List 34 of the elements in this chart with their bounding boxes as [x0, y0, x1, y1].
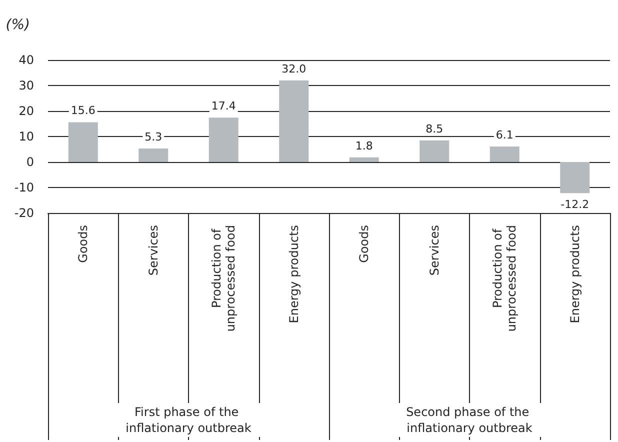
bar: [68, 122, 98, 162]
x-tick-label: Energy products: [568, 225, 582, 324]
x-tick-label: Goods: [357, 225, 372, 263]
text: Second phase of the inflationary outbreak: [406, 405, 533, 435]
y-tick-label: 0: [26, 155, 34, 169]
data-label: 8.5: [426, 122, 444, 136]
y-tick-label: 40: [18, 53, 34, 67]
data-label: 5.3: [144, 130, 162, 144]
x-tick-label: Production of unprocessed food: [210, 225, 238, 332]
y-tick-label: 30: [18, 78, 34, 92]
x-tick-label: Energy products: [286, 225, 301, 324]
data-label: -12.2: [560, 198, 590, 212]
data-label: 17.4: [211, 100, 236, 113]
text: First phase of the inflationary outbreak: [126, 405, 252, 435]
bar: [490, 146, 520, 162]
x-tick-label: Services: [427, 225, 442, 276]
x-tick-label: Production of unprocessed food: [490, 225, 519, 332]
y-tick-label: -20: [14, 206, 34, 220]
bar: [560, 162, 590, 194]
x-tick-label: Goods: [76, 225, 90, 263]
bar: [279, 80, 309, 162]
bar: [208, 118, 238, 162]
y-tick-label: -10: [14, 180, 34, 194]
y-tick-label: 20: [18, 104, 34, 118]
data-label: 6.1: [496, 128, 514, 142]
x-tick-label: Services: [146, 225, 160, 276]
data-label: 32.0: [282, 62, 306, 76]
data-label: 1.8: [355, 139, 373, 152]
bar: [420, 140, 450, 162]
y-tick-label: 10: [18, 130, 34, 144]
y-axis-title: (%): [6, 17, 30, 33]
bar: [349, 157, 379, 162]
bar: [138, 148, 168, 162]
data-label: 15.6: [70, 104, 96, 118]
